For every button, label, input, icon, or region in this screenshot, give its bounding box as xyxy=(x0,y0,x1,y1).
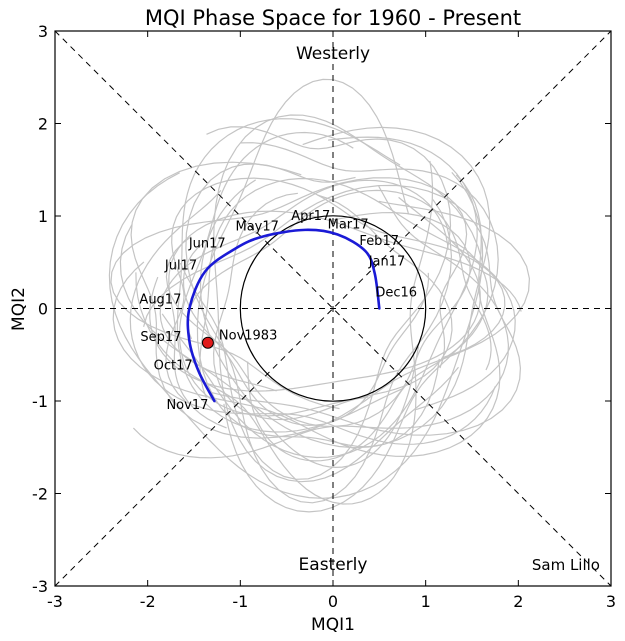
chart-title: MQI Phase Space for 1960 - Present xyxy=(145,6,521,30)
x-axis-label: MQI1 xyxy=(311,615,355,635)
background-cycle-line xyxy=(199,179,419,469)
month-label: Jan17 xyxy=(368,254,406,269)
month-label: May17 xyxy=(236,219,279,234)
region-label-westerly: Westerly xyxy=(296,44,370,64)
x-tick-label: 2 xyxy=(513,592,523,611)
month-label: Sep17 xyxy=(140,330,181,345)
y-axis: -3 -2 -1 0 1 2 3 xyxy=(32,22,611,596)
background-cycle-line xyxy=(108,172,484,499)
y-tick-label: -2 xyxy=(32,485,48,504)
unit-circle xyxy=(239,215,427,402)
month-label: Mar17 xyxy=(328,218,369,233)
reference-lines xyxy=(54,30,612,587)
background-cycle-line xyxy=(223,142,499,513)
month-label: Feb17 xyxy=(359,234,399,249)
month-label: Apr17 xyxy=(291,209,330,224)
month-label: Jul17 xyxy=(164,259,197,274)
y-tick-label: -1 xyxy=(32,392,48,411)
background-cycle-line xyxy=(130,161,531,439)
month-label: Oct17 xyxy=(154,358,193,373)
x-tick-label: 0 xyxy=(328,592,338,611)
background-cycle-line xyxy=(179,126,452,480)
author-credit: Sam Lillo xyxy=(532,556,600,574)
background-cycle-line xyxy=(112,174,501,458)
background-cycle-line xyxy=(129,189,496,445)
background-cycle-line xyxy=(212,192,453,421)
x-tick-label: -2 xyxy=(140,592,156,611)
background-cycle-line xyxy=(178,131,369,417)
region-label-easterly: Easterly xyxy=(299,555,368,575)
x-tick-label: 3 xyxy=(606,592,616,611)
background-cycle-line xyxy=(165,211,471,428)
y-tick-label: 0 xyxy=(38,300,48,319)
background-cycle-line xyxy=(182,238,430,426)
background-cycle-line xyxy=(247,239,489,462)
y-tick-label: 3 xyxy=(38,22,48,41)
x-tick-label: -1 xyxy=(232,592,248,611)
diagonal-line-1 xyxy=(54,30,612,587)
month-label: Aug17 xyxy=(139,293,181,308)
nov1983-marker xyxy=(201,336,214,349)
x-tick-label: -3 xyxy=(47,592,63,611)
y-axis-label: MQI2 xyxy=(9,287,29,331)
month-label: Dec16 xyxy=(375,286,417,301)
nov1983-label: Nov1983 xyxy=(219,329,277,344)
x-axis: -3 -2 -1 0 1 2 3 xyxy=(47,31,616,611)
month-label: Nov17 xyxy=(166,398,208,413)
trajectory-line xyxy=(186,228,381,403)
y-tick-label: 2 xyxy=(38,115,48,134)
background-cycle-line xyxy=(186,189,492,371)
background-cycle-line xyxy=(135,160,434,505)
month-label: Jun17 xyxy=(188,236,226,251)
background-cycle-line xyxy=(132,185,510,459)
y-tick-label: -3 xyxy=(32,577,48,596)
background-cycle-line xyxy=(119,126,491,449)
x-tick-label: 1 xyxy=(421,592,431,611)
background-cycle-line xyxy=(199,177,516,411)
background-cycle-line xyxy=(213,114,483,483)
y-tick-label: 1 xyxy=(38,207,48,226)
diagonal-line-2 xyxy=(54,30,612,587)
